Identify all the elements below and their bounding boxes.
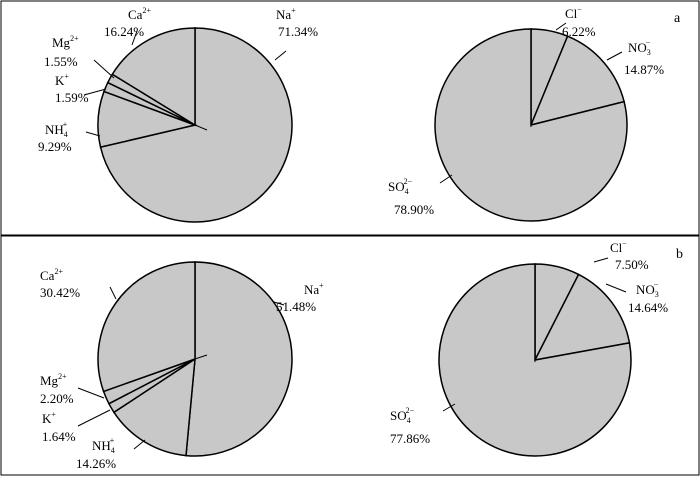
ion-label-a-k: K+ <box>55 72 69 88</box>
slice-a-no <box>529 35 626 127</box>
label-layer: Na+71.34%NH4+9.29%K+1.59%Mg2+1.55%Ca2+16… <box>38 5 668 471</box>
panel-b-border <box>0 235 700 476</box>
pct-label-b-so: 77.86% <box>390 431 430 446</box>
leader-line-a-ca <box>131 30 138 46</box>
pct-label-b-nh: 14.26% <box>76 456 116 471</box>
slice-b-no <box>533 273 631 362</box>
pct-label-b-cl: 7.50% <box>615 257 649 272</box>
slice-b-ca <box>97 261 196 393</box>
pct-label-a-so: 78.90% <box>394 202 434 217</box>
ion-label-b-na: Na+ <box>304 281 324 297</box>
pie-b-cations <box>97 261 293 457</box>
pct-label-a-cl: 6.22% <box>562 24 596 39</box>
slice-b-so <box>438 263 632 457</box>
leader-line-b-mg <box>77 387 105 399</box>
panel-b-tag: b <box>676 247 683 262</box>
leader-line-a-na <box>274 50 287 61</box>
leader-line-a-no <box>606 51 623 61</box>
slice-b-na <box>185 261 293 457</box>
ion-label-b-nh: NH4+ <box>92 436 115 455</box>
leader-line-b-no <box>605 283 627 293</box>
pie-center-a-cations <box>194 124 208 131</box>
ion-label-a-so: SO42− <box>388 177 413 196</box>
ion-label-b-ca: Ca2+ <box>40 267 63 283</box>
ion-label-b-k: K+ <box>42 410 56 426</box>
ion-label-a-mg: Mg2+ <box>52 34 79 50</box>
pct-label-b-na: 51.48% <box>276 299 316 314</box>
ion-label-a-cl: Cl− <box>565 5 582 21</box>
ion-label-a-ca: Ca2+ <box>128 6 151 22</box>
ion-label-b-mg: Mg2+ <box>40 372 67 388</box>
ion-label-a-na: Na+ <box>276 6 296 22</box>
leader-line-b-cl <box>593 257 609 263</box>
pct-label-a-ca: 16.24% <box>104 24 144 39</box>
panel-a-tag: a <box>674 11 681 26</box>
ion-label-b-cl: Cl− <box>610 239 627 255</box>
pct-label-a-k: 1.59% <box>55 90 89 105</box>
pie-center-b-cations <box>194 354 208 360</box>
leader-line-b-so <box>442 403 456 412</box>
ion-label-a-nh: NH4+ <box>45 120 68 139</box>
pct-label-b-ca: 30.42% <box>40 285 80 300</box>
pie-layer <box>97 27 632 457</box>
pct-label-a-mg: 1.55% <box>44 54 78 69</box>
ion-label-b-so: SO42− <box>390 406 415 425</box>
slice-a-ca <box>111 27 196 127</box>
pct-label-b-no: 14.64% <box>628 300 668 315</box>
leader-line-a-so <box>439 174 453 184</box>
pct-label-a-nh: 9.29% <box>38 139 72 154</box>
ion-label-b-no: NO3− <box>636 280 659 299</box>
leader-line-a-nh <box>85 131 101 137</box>
pct-label-b-k: 1.64% <box>42 429 76 444</box>
leader-line-b-k <box>77 409 111 427</box>
leader-line-b-na <box>273 301 285 306</box>
leader-line-a-mg <box>93 59 115 79</box>
leader-line-a-cl <box>555 22 567 31</box>
leader-line-a-k <box>83 88 107 96</box>
panel-a-border <box>0 0 700 236</box>
slice-b-nh <box>112 357 196 457</box>
pct-label-a-no: 14.87% <box>624 62 664 77</box>
pie-a-cations <box>97 27 293 223</box>
leader-line-b-nh <box>133 439 146 450</box>
pie-a-anions <box>434 28 628 222</box>
pct-label-a-na: 71.34% <box>278 24 318 39</box>
leader-line-b-ca <box>109 286 117 300</box>
pct-label-b-mg: 2.20% <box>40 391 74 406</box>
pie-b-anions <box>438 263 632 457</box>
slice-a-so <box>434 28 628 222</box>
ion-label-a-no: NO3− <box>628 38 651 57</box>
